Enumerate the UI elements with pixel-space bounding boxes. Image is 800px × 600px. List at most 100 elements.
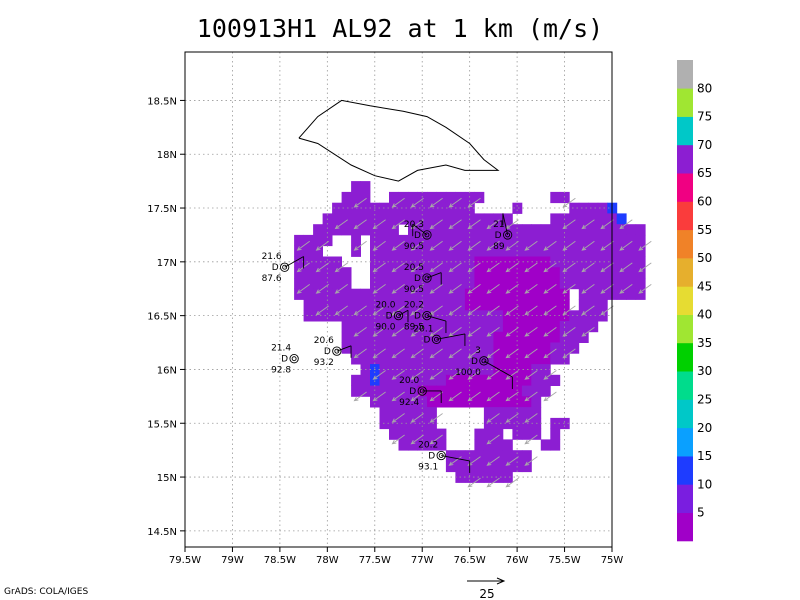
wind-cell	[512, 385, 523, 397]
wind-cell	[436, 256, 447, 268]
wind-cell	[493, 385, 504, 397]
wind-cell	[502, 374, 513, 386]
wind-cell	[332, 278, 342, 290]
wind-vector	[467, 370, 481, 380]
wind-cell	[408, 299, 418, 311]
wind-cell	[370, 234, 380, 247]
wind-cell	[417, 202, 428, 214]
dropsonde: 20.1D	[413, 324, 466, 346]
wind-cell	[370, 396, 380, 408]
wind-cell	[588, 321, 599, 333]
dropsonde-id: D	[428, 452, 435, 462]
wind-cell	[483, 460, 494, 473]
dropsonde-marker-inner	[334, 348, 340, 354]
wind-vector	[448, 240, 462, 251]
wind-cell	[474, 213, 485, 225]
wind-cell	[360, 353, 371, 365]
dropsonde-barb	[441, 455, 470, 462]
wind-cell	[455, 191, 466, 204]
wind-cell	[389, 428, 399, 440]
colorbar-segment	[677, 399, 693, 429]
wind-cell	[389, 267, 399, 279]
wind-cell	[502, 278, 513, 290]
wind-cell	[341, 288, 352, 300]
wind-vector	[448, 327, 462, 337]
dropsonde-marker-inner	[424, 275, 430, 281]
wind-cell	[474, 460, 485, 473]
wind-cell	[616, 213, 627, 225]
wind-vector	[562, 327, 576, 337]
wind-cell	[474, 428, 485, 440]
wind-cell	[370, 278, 380, 290]
dropsonde-marker	[422, 273, 432, 283]
wind-cell	[588, 234, 599, 247]
wind-cell	[436, 321, 447, 333]
wind-cell	[436, 245, 447, 257]
wind-cell	[512, 364, 523, 376]
wind-cell	[493, 310, 504, 322]
wind-cell	[531, 234, 542, 247]
wind-cell	[455, 342, 466, 354]
wind-vector	[410, 370, 424, 380]
x-tick-label: 79W	[221, 555, 244, 566]
wind-cell	[398, 288, 409, 300]
colorbar-segment	[677, 258, 693, 287]
wind-cell	[398, 278, 409, 290]
wind-cell	[360, 181, 371, 193]
wind-vector	[448, 456, 462, 466]
wind-cell	[360, 331, 371, 343]
wind-cell	[313, 288, 323, 300]
x-tick-label: 77W	[411, 555, 434, 566]
wind-cell	[493, 267, 504, 279]
wind-cell	[398, 342, 409, 354]
wind-cell	[332, 256, 342, 268]
wind-vector	[410, 327, 424, 337]
wind-cell	[455, 450, 466, 462]
wind-cell	[531, 396, 542, 408]
wind-vector	[334, 284, 348, 294]
wind-cell	[445, 288, 456, 300]
wind-cell	[464, 288, 475, 300]
wind-cell	[398, 331, 409, 343]
wind-cell	[313, 310, 323, 322]
colorbar-segment	[677, 456, 693, 485]
wind-cell	[502, 407, 513, 419]
footer-credit: GrADS: COLA/IGES	[4, 587, 89, 597]
wind-cell	[398, 407, 409, 419]
wind-cell	[313, 278, 323, 290]
wind-cell	[445, 396, 456, 408]
wind-cell	[483, 353, 494, 365]
dropsonde-marker-inner	[505, 232, 511, 238]
wind-cell	[360, 191, 371, 204]
y-tick-label: 15N	[157, 473, 177, 484]
wind-cell	[483, 234, 494, 247]
wind-vector	[581, 327, 595, 337]
dropsonde-temperature: 20.2	[404, 301, 424, 311]
wind-cell	[578, 278, 589, 290]
wind-vector	[429, 327, 443, 337]
wind-vector	[429, 434, 443, 445]
wind-vector	[524, 262, 538, 273]
wind-cell	[417, 278, 428, 290]
wind-cell	[578, 267, 589, 279]
wind-cell	[398, 245, 409, 257]
wind-cell	[512, 396, 523, 408]
wind-cell	[588, 288, 599, 300]
wind-cell	[521, 374, 532, 386]
wind-cell	[379, 321, 390, 333]
wind-cell	[332, 202, 342, 214]
wind-vector	[429, 370, 443, 380]
wind-cell	[313, 224, 323, 236]
wind-cell	[408, 278, 418, 290]
wind-cell	[474, 267, 485, 279]
wind-cell	[626, 256, 637, 268]
wind-cell	[578, 202, 589, 214]
wind-cell	[474, 374, 485, 386]
wind-cell	[379, 396, 390, 408]
wind-cell	[398, 321, 409, 333]
wind-vector	[391, 262, 405, 273]
wind-cell	[512, 256, 523, 268]
wind-cell	[483, 310, 494, 322]
